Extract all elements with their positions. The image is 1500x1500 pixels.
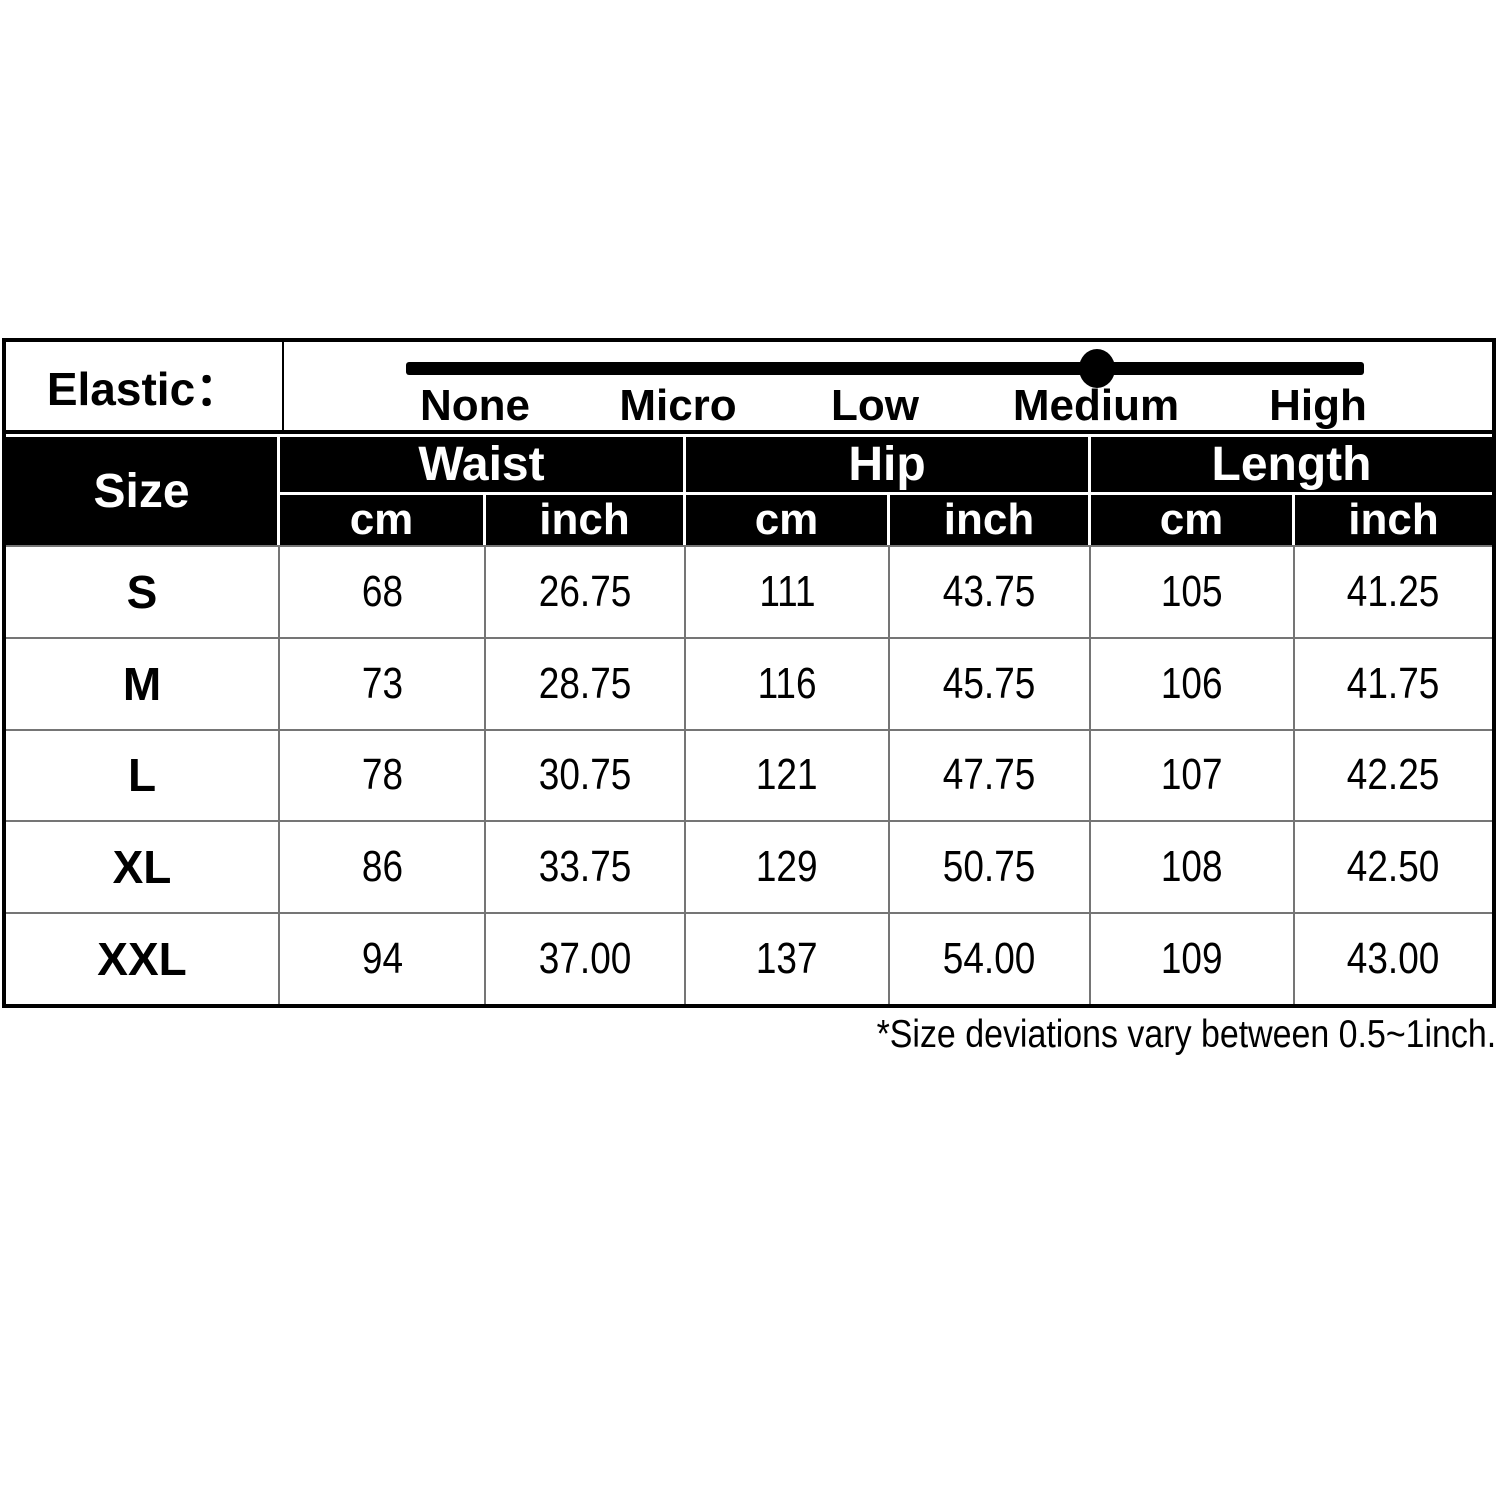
unit-header-hip-inch: inch — [890, 495, 1091, 545]
cell-value: 47.75 — [943, 750, 1036, 800]
table-row: S 68 26.75 111 43.75 105 41.25 — [6, 545, 1492, 637]
table-row: XL 86 33.75 129 50.75 108 42.50 — [6, 820, 1492, 913]
size-deviation-note-text: *Size deviations vary between 0.5~1inch. — [876, 1013, 1496, 1056]
cell-value: 26.75 — [538, 566, 632, 616]
cell-value: 121 — [756, 750, 818, 800]
cell-value: 42.50 — [1347, 842, 1440, 892]
unit-header-waist-inch: inch — [486, 495, 686, 545]
elastic-label-text: Elastic： — [46, 363, 242, 415]
cell-value: 41.75 — [1347, 658, 1440, 708]
unit-header-waist-cm: cm — [280, 495, 486, 545]
row-size-label: XL — [112, 841, 172, 894]
cell-value: 107 — [1161, 750, 1223, 800]
slider-track — [406, 362, 1364, 375]
row-size-label: L — [127, 749, 157, 802]
column-group-waist: Waist — [280, 437, 686, 495]
cell-value: 137 — [756, 934, 818, 984]
cell-value: 78 — [361, 750, 403, 800]
size-deviation-note: *Size deviations vary between 0.5~1inch. — [0, 1012, 1496, 1059]
row-size-label: XXL — [97, 933, 187, 986]
cell-value: 43.00 — [1347, 934, 1440, 984]
table-body: S 68 26.75 111 43.75 105 41.25 M 73 28.7… — [6, 545, 1492, 1004]
elastic-level-micro: Micro — [619, 381, 737, 430]
column-header-size: Size — [6, 437, 280, 545]
cell-value: 37.00 — [538, 934, 632, 984]
cell-value: 54.00 — [943, 934, 1036, 984]
elastic-level-medium: Medium — [1012, 381, 1180, 430]
cell-value: 106 — [1161, 658, 1223, 708]
table-row: L 78 30.75 121 47.75 107 42.25 — [6, 728, 1492, 821]
cell-value: 43.75 — [943, 566, 1036, 616]
table-row: M 73 28.75 116 45.75 106 41.75 — [6, 636, 1492, 729]
column-group-length: Length — [1091, 437, 1492, 495]
row-size-label: S — [126, 565, 158, 618]
cell-value: 41.25 — [1347, 566, 1440, 616]
cell-value: 33.75 — [538, 842, 632, 892]
column-group-hip: Hip — [686, 437, 1091, 495]
cell-value: 111 — [758, 566, 816, 616]
elastic-level-slider: None Micro Low Medium High — [284, 342, 1492, 430]
cell-value: 42.25 — [1347, 750, 1440, 800]
cell-value: 129 — [756, 842, 818, 892]
cell-value: 73 — [361, 658, 403, 708]
slider-handle — [1079, 349, 1115, 388]
unit-header-hip-cm: cm — [686, 495, 890, 545]
cell-value: 86 — [361, 842, 403, 892]
size-chart-table: Elastic： None Micro Low Medium High Size… — [2, 338, 1496, 1008]
elastic-label: Elastic： — [6, 342, 284, 430]
cell-value: 50.75 — [943, 842, 1036, 892]
cell-value: 105 — [1161, 566, 1223, 616]
unit-header-length-inch: inch — [1295, 495, 1492, 545]
cell-value: 45.75 — [943, 658, 1036, 708]
unit-header-length-cm: cm — [1091, 495, 1295, 545]
row-size-label: M — [122, 657, 162, 710]
elastic-row: Elastic： None Micro Low Medium High — [6, 342, 1492, 434]
cell-value: 28.75 — [538, 658, 632, 708]
table-row: XXL 94 37.00 137 54.00 109 43.00 — [6, 912, 1492, 1004]
elastic-level-none: None — [420, 381, 530, 430]
cell-value: 116 — [757, 658, 817, 708]
cell-value: 108 — [1161, 842, 1223, 892]
cell-value: 30.75 — [538, 750, 632, 800]
cell-value: 68 — [361, 566, 403, 616]
elastic-level-low: Low — [831, 381, 919, 430]
cell-value: 109 — [1161, 934, 1223, 984]
table-header: Size Waist Hip Length cm inch cm inch cm… — [6, 434, 1492, 545]
cell-value: 94 — [361, 934, 403, 984]
elastic-level-high: High — [1269, 381, 1367, 430]
